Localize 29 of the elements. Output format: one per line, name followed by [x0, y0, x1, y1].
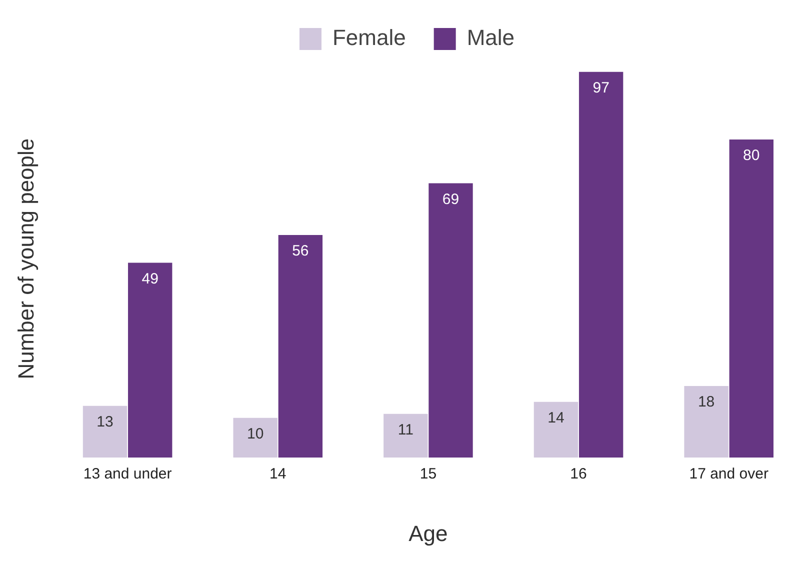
- bar: [428, 183, 473, 458]
- data-label: 10: [246, 425, 264, 442]
- bar: [82, 406, 128, 458]
- data-label: 14: [548, 410, 564, 427]
- x-tick-label: 15: [420, 466, 437, 483]
- legend-label: Male: [466, 25, 515, 50]
- bar: [233, 418, 278, 458]
- data-label: 69: [442, 190, 460, 208]
- x-tick-label: 17 and over: [689, 466, 768, 483]
- data-label: 49: [142, 270, 158, 288]
- data-label: 13: [96, 414, 114, 431]
- data-label: 80: [743, 147, 760, 164]
- y-axis-title: Number of young people: [13, 138, 38, 380]
- bar: [534, 402, 578, 458]
- x-axis-title: Age: [408, 520, 448, 546]
- bar: [384, 414, 428, 458]
- x-tick-label: 14: [270, 466, 286, 483]
- x-tick-label: 13 and under: [83, 466, 172, 483]
- bar: [684, 386, 728, 458]
- legend-label: Female: [332, 25, 406, 50]
- bar: [578, 72, 624, 458]
- bar: [278, 234, 323, 458]
- bar: [128, 262, 172, 458]
- data-label: 11: [398, 422, 414, 439]
- x-tick-label: 16: [570, 466, 587, 483]
- bar: [729, 140, 774, 458]
- data-label: 18: [698, 394, 715, 411]
- data-label: 97: [592, 80, 610, 97]
- data-label: 56: [292, 242, 309, 260]
